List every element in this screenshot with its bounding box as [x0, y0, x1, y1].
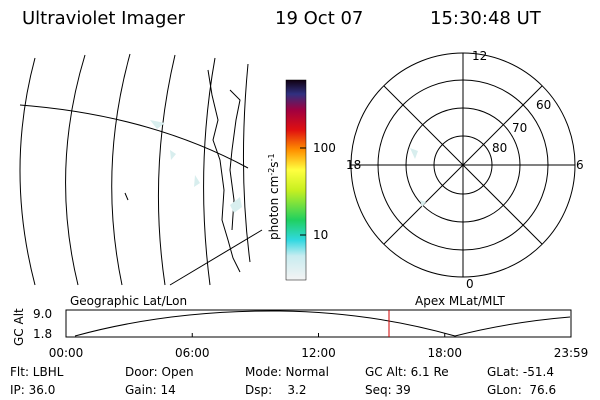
- unit-exp: -1: [267, 153, 276, 161]
- unit-text: s: [267, 161, 281, 167]
- timeline-left-title: Geographic Lat/Lon: [70, 294, 187, 308]
- time: 15:30:48 UT: [430, 8, 542, 29]
- mlt-label: 12: [472, 49, 487, 63]
- x-tick-label: 23:59: [554, 346, 589, 360]
- timeline-frame: [65, 309, 572, 338]
- colorbar-label: 10: [313, 228, 328, 242]
- info-field: GLat: -51.4: [487, 365, 554, 379]
- unit-exp: -2: [267, 168, 276, 176]
- info-field: GLon: 76.6: [487, 383, 556, 397]
- unit-text: photon cm: [267, 176, 281, 240]
- colorbar: [285, 79, 307, 281]
- timeline-y-label: 9.0: [33, 307, 52, 321]
- lat-label: 80: [492, 141, 507, 155]
- geo-map: [19, 53, 263, 286]
- info-field: Flt: LBHL: [10, 365, 64, 379]
- instrument: Ultraviolet Imager: [22, 8, 186, 29]
- colorbar-unit: photon cm-2s-1: [267, 153, 281, 240]
- timeline-y-title: GC Alt: [12, 308, 26, 346]
- x-tick-label: 18:00: [427, 346, 462, 360]
- timeline-x-labels: 00:00 06:00 12:00 18:00 23:59: [49, 333, 589, 360]
- date: 19 Oct 07: [275, 8, 363, 29]
- info-field: Dsp: 3.2: [245, 383, 307, 397]
- info-field: Door: Open: [125, 365, 194, 379]
- x-tick-label: 00:00: [49, 346, 84, 360]
- timeline-y-label: 1.8: [33, 327, 52, 341]
- polar-plot: [350, 52, 576, 278]
- x-tick-label: 12:00: [301, 346, 336, 360]
- colorbar-label: 100: [313, 141, 336, 155]
- info-field: Mode: Normal: [245, 365, 329, 379]
- info-panel: Flt: LBHL Door: Open Mode: Normal GC Alt: 6…: [10, 365, 556, 397]
- info-field: Gain: 14: [125, 383, 176, 397]
- timeline-right-title: Apex MLat/MLT: [415, 294, 505, 308]
- info-field: GC Alt: 6.1 Re: [365, 365, 449, 379]
- x-tick-label: 06:00: [175, 346, 210, 360]
- lat-label: 60: [536, 98, 551, 112]
- info-field: Seq: 39: [365, 383, 411, 397]
- altitude-curve: [74, 310, 571, 337]
- mlt-label: 6: [576, 158, 584, 172]
- lat-label: 70: [512, 121, 527, 135]
- mlt-label: 18: [346, 158, 361, 172]
- mlt-label: 0: [466, 277, 474, 291]
- info-field: IP: 36.0: [10, 383, 55, 397]
